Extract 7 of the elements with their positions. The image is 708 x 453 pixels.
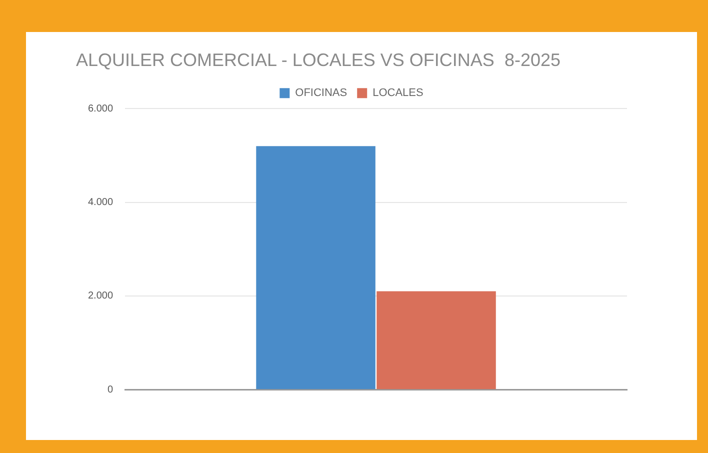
- y-tick-label: 2.000: [88, 290, 114, 302]
- y-tick-label: 0: [107, 384, 114, 396]
- legend-label: LOCALES: [372, 87, 424, 100]
- chart-title: ALQUILER COMERCIAL - LOCALES VS OFICINAS 8-2025: [76, 50, 560, 70]
- y-tick-label: 4.000: [88, 197, 114, 208]
- legend-label: OFICINAS: [295, 87, 348, 100]
- y-tick-label: 6.000: [88, 103, 114, 114]
